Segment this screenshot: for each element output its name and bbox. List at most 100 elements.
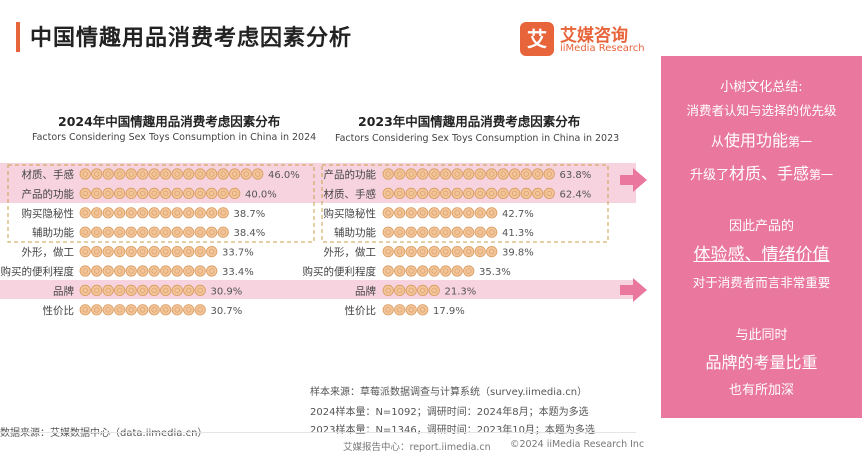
bar-bubble-inner xyxy=(420,171,426,177)
bar-bubble-inner xyxy=(94,190,100,197)
bar-bubble xyxy=(532,168,544,180)
bar-bubble xyxy=(451,265,463,277)
bar-bubble xyxy=(486,226,498,238)
bar-bubble-inner xyxy=(431,287,437,294)
bar-bubble xyxy=(463,207,475,219)
bar-bubble xyxy=(206,226,218,238)
bar-bubble-inner xyxy=(105,229,111,235)
bar-bubble xyxy=(91,284,103,296)
bar-bubble xyxy=(486,246,498,258)
bar-bubble xyxy=(79,265,91,277)
bar-bubble-inner xyxy=(454,248,460,255)
bar-bubble-inner xyxy=(82,307,88,313)
summary-line-7: 对于消费者而言非常重要 xyxy=(692,275,831,290)
bar-bubble xyxy=(102,226,114,238)
bar-bubble xyxy=(217,207,229,219)
bar-bubble xyxy=(171,207,183,219)
bar-bubble-inner xyxy=(140,268,146,274)
bar-bubble xyxy=(405,284,417,296)
bar-bubble-inner xyxy=(397,229,403,235)
bar-bubble-inner xyxy=(94,229,100,235)
bar-bubble-inner xyxy=(385,171,391,177)
bar-bubble-inner xyxy=(512,171,518,177)
value-label: 21.3% xyxy=(445,286,477,297)
bar-bubble xyxy=(160,226,172,238)
bar-bubble-inner xyxy=(220,229,226,235)
bar-bubble xyxy=(417,187,429,199)
bar-bubble xyxy=(148,168,160,180)
bar-bubble-inner xyxy=(117,171,123,177)
bar-bubble-inner xyxy=(174,171,180,177)
bar-bubble-inner xyxy=(94,268,100,274)
bar-bubble-inner xyxy=(140,248,146,255)
bar-bubble-inner xyxy=(163,171,169,177)
summary-heading: 小树文化总结: xyxy=(720,80,803,95)
bar-bubble-inner xyxy=(140,190,146,197)
bar-bubble xyxy=(382,246,394,258)
bar-bubble xyxy=(543,187,555,199)
bar-bubble-inner xyxy=(454,190,460,197)
bar-bubble-inner xyxy=(420,190,426,197)
bar-bubble xyxy=(171,304,183,316)
bar-bubble xyxy=(405,304,417,316)
bar-bubble xyxy=(137,284,149,296)
bar-bubble xyxy=(137,226,149,238)
bar-bubble-inner xyxy=(397,307,403,313)
bar-bubble-inner xyxy=(151,210,157,216)
category-label: 产品的功能 xyxy=(22,187,75,200)
chart-2023-subtitle: Factors Considering Sex Toys Consumption… xyxy=(335,133,620,144)
bar-bubble-inner xyxy=(128,307,134,313)
bar-bubble-inner xyxy=(140,171,146,177)
bar-bubble-inner xyxy=(209,248,215,255)
bar-bubble xyxy=(114,284,126,296)
bar-bubble-inner xyxy=(163,190,169,197)
bar-bubble-inner xyxy=(163,248,169,255)
bar-bubble xyxy=(451,226,463,238)
bar-bubble xyxy=(394,168,406,180)
bar-bubble xyxy=(463,226,475,238)
bar-bubble xyxy=(474,226,486,238)
bar-bubble xyxy=(532,187,544,199)
bar xyxy=(382,304,429,316)
bar-bubble xyxy=(417,265,429,277)
bar-bubble xyxy=(194,304,206,316)
bar-bubble-inner xyxy=(209,190,215,197)
bar-bubble-inner xyxy=(420,287,426,294)
bar-bubble-inner xyxy=(140,307,146,313)
bar-bubble-inner xyxy=(546,171,552,177)
category-label: 品牌 xyxy=(53,284,74,297)
title-accent-bar xyxy=(16,22,20,52)
bar-bubble-inner xyxy=(385,248,391,255)
bar-bubble-inner xyxy=(546,190,552,197)
bar-bubble xyxy=(417,168,429,180)
bar xyxy=(382,187,555,199)
bar-bubble-inner xyxy=(477,190,483,197)
bar-bubble-inner xyxy=(466,190,472,197)
bar-bubble-inner xyxy=(209,229,215,235)
category-label: 购买隐秘性 xyxy=(324,207,377,220)
value-label: 33.7% xyxy=(222,248,254,259)
logo-text-en: iiMedia Research xyxy=(560,43,645,54)
bar-bubble-inner xyxy=(420,210,426,216)
bar-bubble-inner xyxy=(197,287,203,294)
summary-panel: 小树文化总结: 消费者认知与选择的优先级 从使用功能第一 升级了材质、手感第一 … xyxy=(661,56,862,418)
bar-bubble xyxy=(102,284,114,296)
category-label: 辅助功能 xyxy=(334,226,376,239)
arrow-stem-top xyxy=(620,175,634,185)
footer-report-center: 艾媒报告中心：report.iimedia.cn xyxy=(343,442,491,453)
bar-bubble xyxy=(125,226,137,238)
bar-bubble-inner xyxy=(82,190,88,197)
bar-bubble-inner xyxy=(454,268,460,274)
bar-bubble xyxy=(91,265,103,277)
bar-bubble-inner xyxy=(186,171,192,177)
bar-bubble-inner xyxy=(408,268,414,274)
bar-bubble xyxy=(102,168,114,180)
bar-bubble-inner xyxy=(255,171,261,177)
bar-bubble-inner xyxy=(489,210,495,216)
bar-bubble xyxy=(125,304,137,316)
bar-bubble-inner xyxy=(128,248,134,255)
bar-bubble-inner xyxy=(232,190,238,197)
bar-bubble xyxy=(440,265,452,277)
bar-bubble xyxy=(382,187,394,199)
bar-bubble-inner xyxy=(82,287,88,294)
